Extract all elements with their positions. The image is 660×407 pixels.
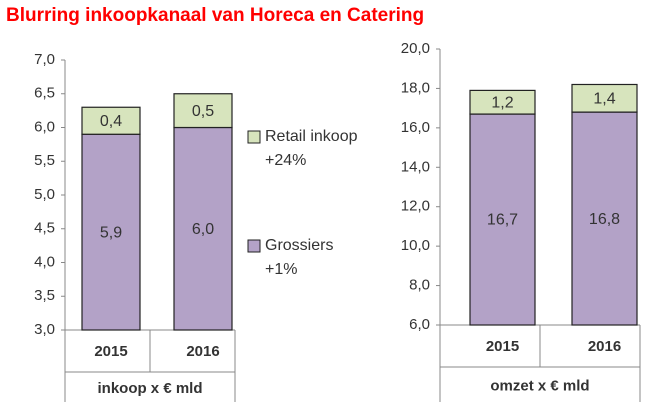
y-tick-label: 18,0 bbox=[401, 79, 430, 96]
y-tick-label: 6,0 bbox=[409, 316, 430, 333]
x-axis-label: omzet x € mld bbox=[490, 377, 589, 394]
value-label: 1,4 bbox=[593, 91, 615, 108]
bar-segment bbox=[81, 106, 141, 135]
y-tick-label: 7,0 bbox=[34, 51, 55, 68]
bar-segment bbox=[571, 111, 638, 326]
value-label: 1,2 bbox=[491, 94, 513, 111]
y-tick-label: 8,0 bbox=[409, 277, 430, 294]
y-tick-label: 12,0 bbox=[401, 198, 430, 215]
x-tick-label: 2016 bbox=[186, 343, 219, 360]
value-label: 6,0 bbox=[192, 221, 214, 238]
bar-segment bbox=[81, 133, 141, 331]
value-label: 16,8 bbox=[589, 211, 620, 228]
y-tick-label: 3,5 bbox=[34, 287, 55, 304]
y-tick-label: 4,0 bbox=[34, 253, 55, 270]
legend-note: +24% bbox=[265, 152, 306, 169]
y-tick-label: 4,5 bbox=[34, 220, 55, 237]
y-tick-label: 16,0 bbox=[401, 119, 430, 136]
y-tick-label: 3,0 bbox=[34, 321, 55, 338]
x-tick-label: 2016 bbox=[588, 338, 621, 355]
bar-segment bbox=[469, 113, 536, 326]
value-label: 5,9 bbox=[100, 224, 122, 241]
value-label: 0,5 bbox=[192, 103, 214, 120]
value-label: 16,7 bbox=[487, 212, 518, 229]
y-tick-label: 20,0 bbox=[401, 40, 430, 57]
legend-label: Retail inkoop bbox=[265, 128, 358, 145]
y-tick-label: 14,0 bbox=[401, 158, 430, 175]
y-tick-label: 6,5 bbox=[34, 85, 55, 102]
value-label: 0,4 bbox=[100, 113, 122, 130]
legend-swatch bbox=[247, 130, 261, 144]
legend-swatch bbox=[247, 239, 261, 253]
x-axis-label: inkoop x € mld bbox=[97, 380, 202, 397]
legend-note: +1% bbox=[265, 261, 297, 278]
bar-segment bbox=[571, 83, 638, 113]
y-tick-label: 10,0 bbox=[401, 237, 430, 254]
y-tick-label: 5,5 bbox=[34, 152, 55, 169]
x-tick-label: 2015 bbox=[486, 338, 519, 355]
bar-segment bbox=[469, 89, 536, 115]
y-tick-label: 5,0 bbox=[34, 186, 55, 203]
legend-label: Grossiers bbox=[265, 237, 333, 254]
y-tick-label: 6,0 bbox=[34, 118, 55, 135]
title: Blurring inkoopkanaal van Horeca en Cate… bbox=[6, 5, 424, 26]
x-tick-label: 2015 bbox=[94, 343, 127, 360]
bar-segment bbox=[173, 126, 233, 331]
bar-segment bbox=[173, 93, 233, 129]
